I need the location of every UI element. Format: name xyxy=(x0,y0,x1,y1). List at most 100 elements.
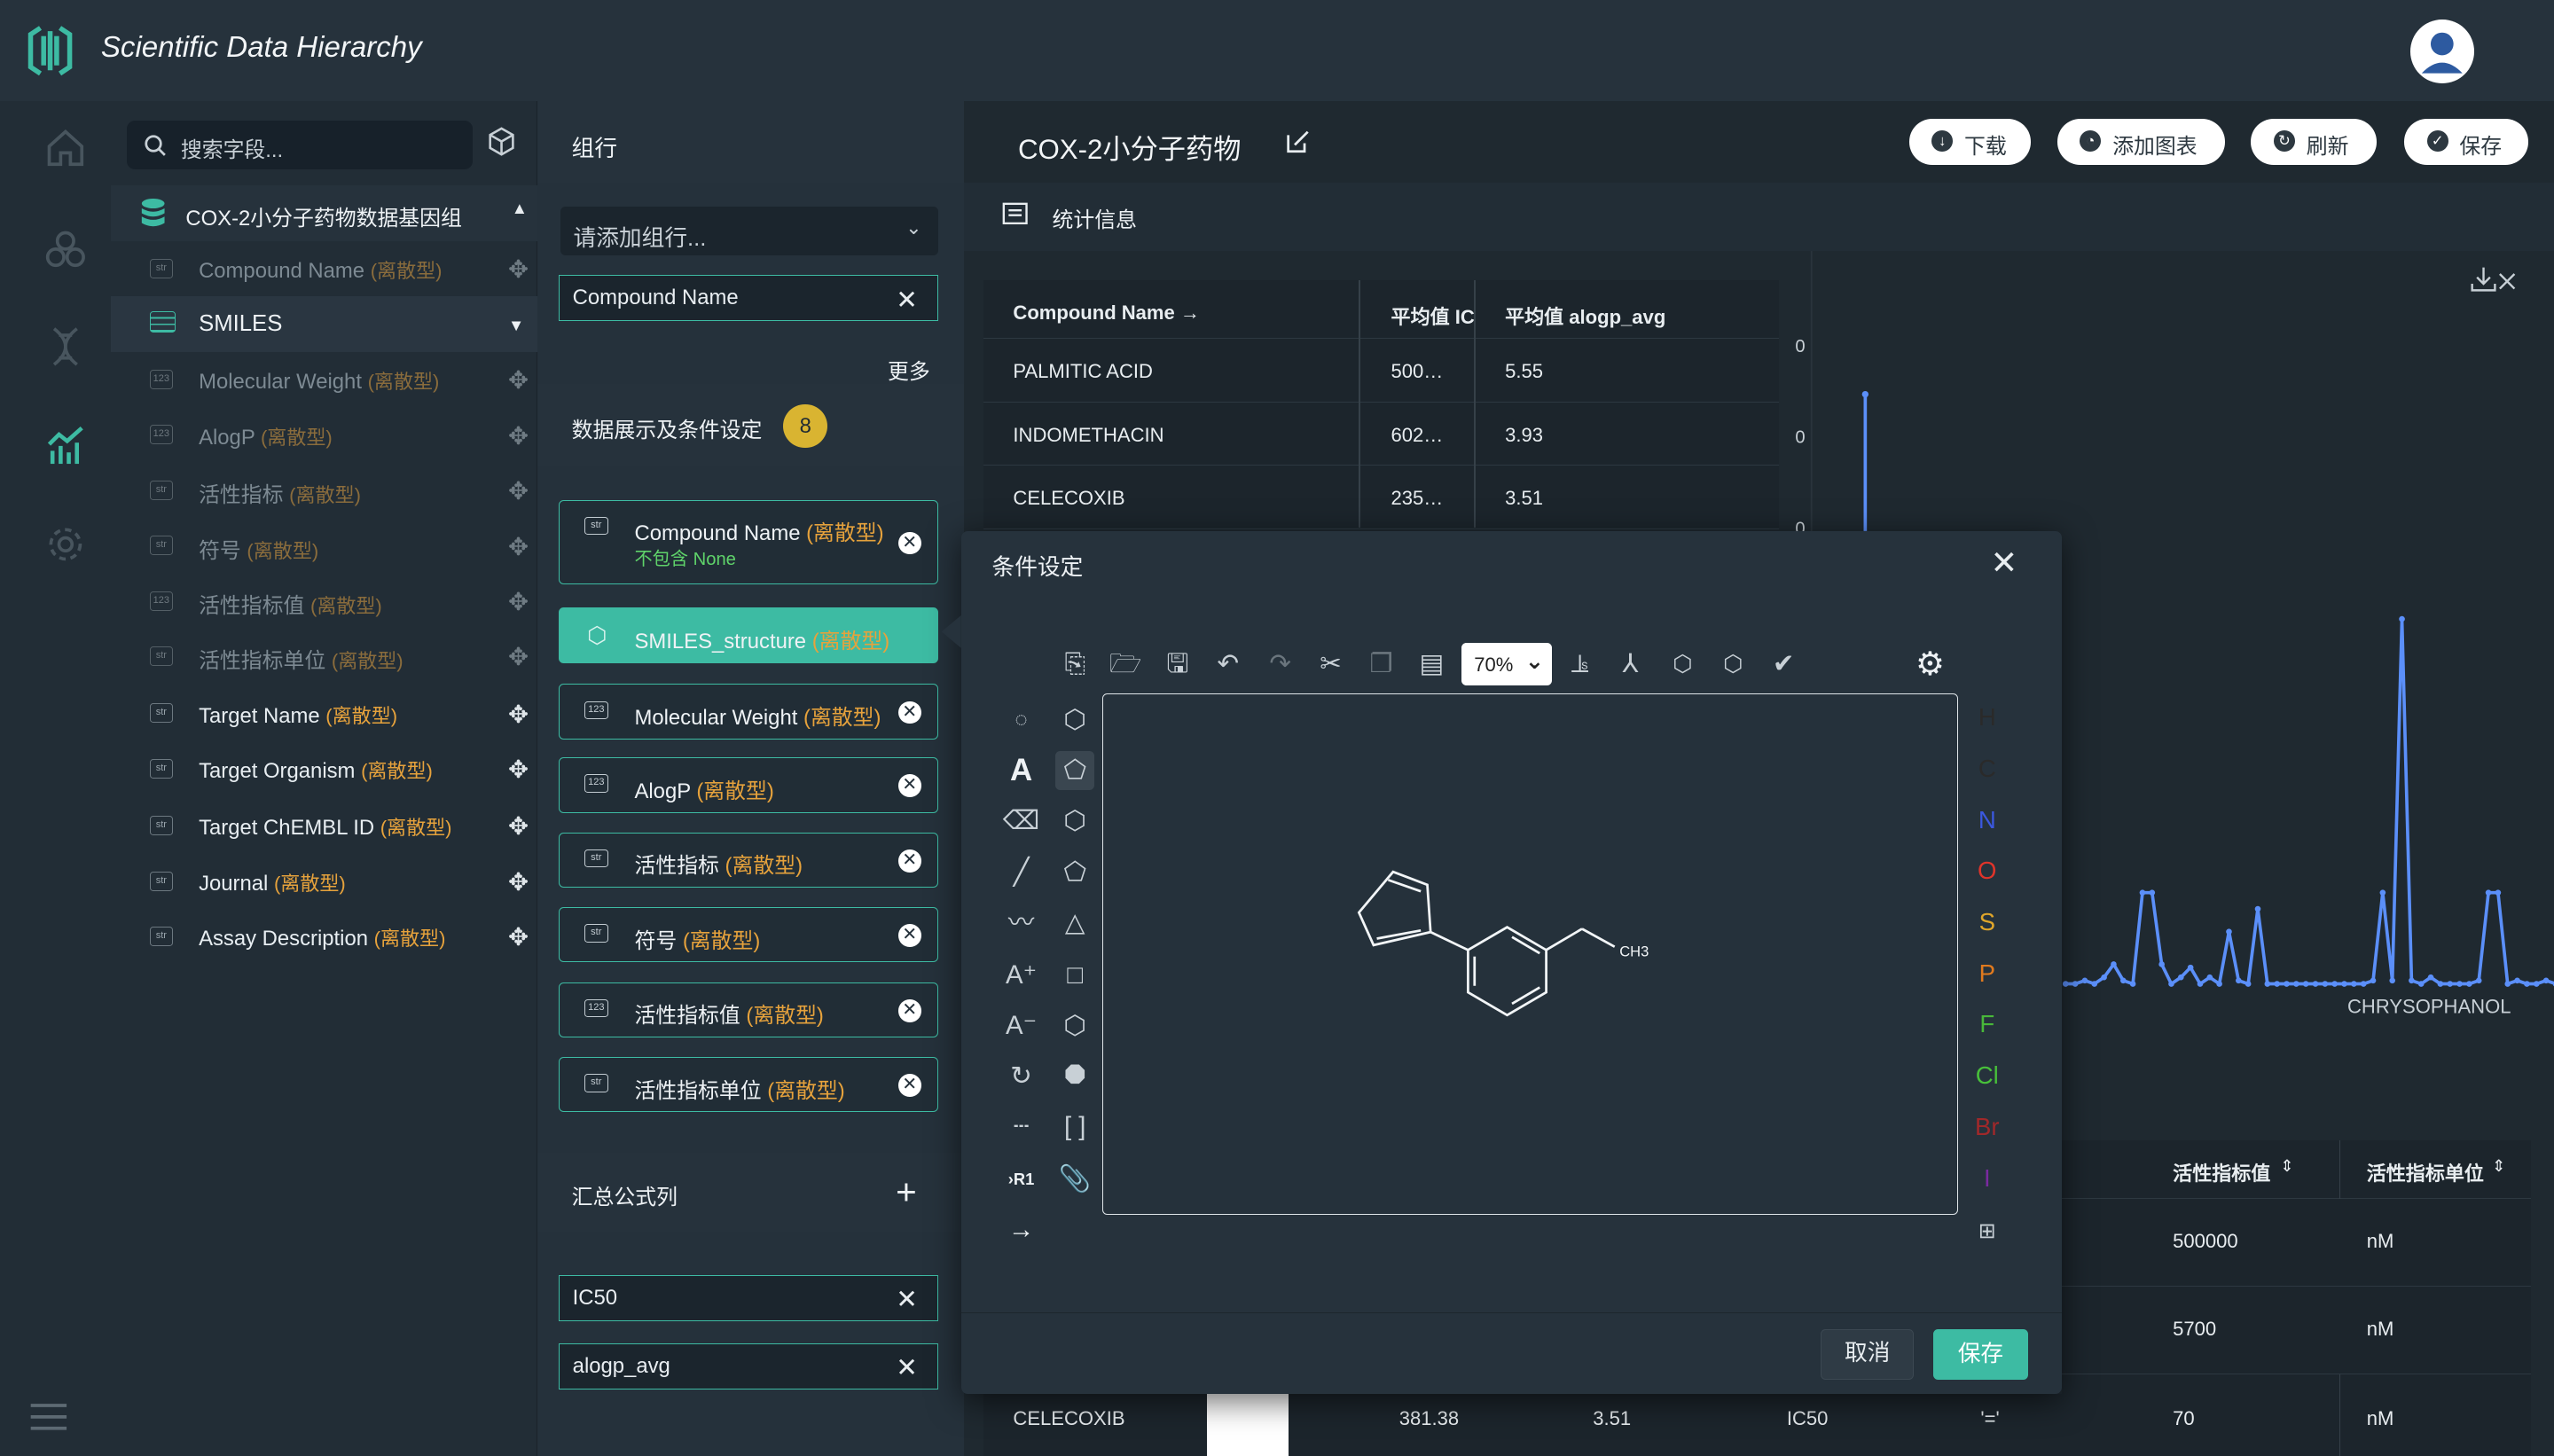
condition-item[interactable]: str 活性指标 (离散型) ✕ xyxy=(558,832,938,888)
chain-icon[interactable]: 〰 xyxy=(1007,908,1035,938)
move-icon[interactable]: ✥ xyxy=(508,923,529,951)
analytics-icon[interactable] xyxy=(44,425,87,467)
formula-item[interactable]: IC50 ✕ xyxy=(558,1275,938,1321)
field-search[interactable]: 搜索字段... xyxy=(127,120,473,169)
redo-icon[interactable]: ↷ xyxy=(1269,649,1291,679)
settings-icon[interactable]: ⚙ xyxy=(1916,646,1945,683)
caret-down-icon[interactable]: ▼ xyxy=(508,316,525,335)
zoom-select[interactable]: 70% ⌄ xyxy=(1461,643,1553,686)
remove-condition-icon[interactable]: ✕ xyxy=(897,701,921,724)
element-c-button[interactable]: C xyxy=(1978,755,1996,783)
field-item[interactable]: str Compound Name (离散型) ✥ xyxy=(111,241,537,296)
summary-col-ic50[interactable]: 平均值 IC5 xyxy=(1391,305,1477,328)
condition-item[interactable]: ⬡ SMILES_structure (离散型) xyxy=(558,607,938,663)
export-close-icon[interactable] xyxy=(2469,264,2518,294)
move-icon[interactable]: ✥ xyxy=(508,755,529,784)
user-avatar[interactable] xyxy=(2410,20,2474,83)
move-icon[interactable]: ✥ xyxy=(508,421,529,450)
condition-item[interactable]: 123 AlogP (离散型) ✕ xyxy=(558,757,938,813)
cyclobutane-icon[interactable]: □ xyxy=(1067,960,1084,990)
col-activity-unit[interactable]: 活性指标单位 xyxy=(2366,1162,2484,1185)
remove-condition-icon[interactable]: ✕ xyxy=(897,774,921,798)
element-s-button[interactable]: S xyxy=(1978,908,1995,936)
aromatize-icon[interactable]: ⬡ xyxy=(1673,652,1693,677)
chart-tool-icon[interactable]: ⫡ xyxy=(1571,649,1589,679)
text-tool-icon[interactable]: A xyxy=(1010,752,1033,787)
cyclooctane-icon[interactable]: ⯃ xyxy=(1064,1061,1085,1092)
field-item[interactable]: SMILES ▼ xyxy=(110,296,538,352)
sort-icon[interactable]: ⇕ xyxy=(2492,1156,2506,1176)
remove-condition-icon[interactable]: ✕ xyxy=(897,998,921,1022)
remove-group-button[interactable]: ✕ xyxy=(896,285,918,315)
reaction-arrow-icon[interactable]: → xyxy=(1007,1214,1035,1244)
benzene-icon[interactable]: ⬡ xyxy=(1063,704,1087,734)
field-item[interactable]: 123 Molecular Weight (离散型) ✥ xyxy=(111,352,537,407)
condition-item[interactable]: str Compound Name (离散型) 不包含 None ✕ xyxy=(558,499,938,585)
cyclopentadiene-icon[interactable]: ⬠ xyxy=(1055,750,1095,790)
edit-icon[interactable] xyxy=(1285,129,1311,154)
save-file-icon[interactable]: 🖫 xyxy=(1166,649,1189,679)
condition-item[interactable]: str 符号 (离散型) ✕ xyxy=(558,907,938,963)
element-i-button[interactable]: I xyxy=(1983,1163,1991,1192)
remove-condition-icon[interactable]: ✕ xyxy=(897,924,921,948)
cycloheptane-icon[interactable]: ⬡ xyxy=(1063,1011,1087,1041)
element-br-button[interactable]: Br xyxy=(1974,1112,2000,1140)
field-item[interactable]: str Journal (离散型) ✥ xyxy=(111,853,537,908)
condition-item[interactable]: 123 Molecular Weight (离散型) ✕ xyxy=(558,684,938,740)
bracket-icon[interactable]: [ ] xyxy=(1063,1111,1086,1141)
paste-icon[interactable]: ▤ xyxy=(1419,649,1445,679)
cyclopentane-icon[interactable]: ⬠ xyxy=(1063,857,1086,888)
move-icon[interactable]: ✥ xyxy=(508,477,529,505)
remove-formula-button[interactable]: ✕ xyxy=(896,1353,918,1383)
dataset-header[interactable]: COX-2小分子药物数据基因组 ▲ xyxy=(110,185,538,241)
cube-icon[interactable] xyxy=(487,127,516,156)
move-icon[interactable]: ✥ xyxy=(508,812,529,841)
remove-condition-icon[interactable]: ✕ xyxy=(897,849,921,873)
cut-icon[interactable]: ✂ xyxy=(1320,649,1342,679)
cancel-button[interactable]: 取消 xyxy=(1821,1328,1915,1380)
save-top-button[interactable]: ✓ 保存 xyxy=(2403,119,2528,165)
move-icon[interactable]: ✥ xyxy=(508,532,529,560)
element-p-button[interactable]: P xyxy=(1978,959,1995,987)
condition-item[interactable]: 123 活性指标值 (离散型) ✕ xyxy=(558,982,938,1037)
summary-row[interactable]: INDOMETHACIN 602… 3.93 xyxy=(983,403,1779,466)
element-n-button[interactable]: N xyxy=(1978,805,1996,834)
group-selected-item[interactable]: Compound Name ✕ xyxy=(558,275,938,321)
structure-tool-icon[interactable]: ⅄ xyxy=(1622,649,1639,679)
element-f-button[interactable]: F xyxy=(1979,1010,1995,1038)
element-o-button[interactable]: O xyxy=(1978,857,1997,885)
field-item[interactable]: str Target Organism (离散型) ✥ xyxy=(111,741,537,796)
more-link[interactable]: 更多 xyxy=(888,359,930,384)
condition-item[interactable]: str 活性指标单位 (离散型) ✕ xyxy=(558,1057,938,1113)
move-icon[interactable]: ✥ xyxy=(508,700,529,728)
move-icon[interactable]: ✥ xyxy=(508,255,529,284)
copy-icon[interactable]: ❐ xyxy=(1369,649,1393,679)
remove-formula-button[interactable]: ✕ xyxy=(896,1285,918,1315)
collapse-icon[interactable]: ▲ xyxy=(511,199,528,218)
add-formula-button[interactable]: + xyxy=(896,1170,917,1212)
add-chart-button[interactable]: ◔ 添加图表 xyxy=(2057,119,2225,165)
summary-col-compound[interactable]: Compound Name → xyxy=(1013,301,1200,324)
charge-plus-icon[interactable]: A⁺ xyxy=(1006,960,1038,990)
rgroup-icon[interactable]: ›R1 xyxy=(1007,1169,1035,1188)
periodic-table-icon[interactable]: ⊞ xyxy=(1978,1218,1996,1243)
dna-icon[interactable] xyxy=(44,325,87,368)
new-document-icon[interactable]: ⎘ xyxy=(1064,649,1085,679)
group-select[interactable]: 请添加组行... ⌄ xyxy=(560,207,938,256)
dearomatize-icon[interactable]: ⬡ xyxy=(1723,652,1743,677)
rotate-icon[interactable]: ↻ xyxy=(1010,1061,1032,1092)
structure-canvas[interactable]: CH3 xyxy=(1102,693,1958,1216)
formula-item[interactable]: alogp_avg ✕ xyxy=(558,1343,938,1389)
field-item[interactable]: str Target ChEMBL ID (离散型) ✥ xyxy=(111,798,537,853)
single-bond-icon[interactable]: ╱ xyxy=(1013,857,1030,888)
field-item[interactable]: 123 活性指标值 (离散型) ✥ xyxy=(111,574,537,629)
settings-icon[interactable] xyxy=(44,523,87,566)
close-icon[interactable]: ✕ xyxy=(1990,544,2018,582)
open-folder-icon[interactable]: 🗁 xyxy=(1109,649,1142,679)
undo-icon[interactable]: ↶ xyxy=(1217,649,1240,679)
cyclopropane-icon[interactable]: △ xyxy=(1064,908,1085,938)
field-item[interactable]: 123 AlogP (离散型) ✥ xyxy=(111,407,537,462)
remove-condition-icon[interactable]: ✕ xyxy=(897,1074,921,1098)
summary-row[interactable]: PALMITIC ACID 500… 5.55 xyxy=(983,339,1779,403)
cyclohexane-icon[interactable]: ⬡ xyxy=(1063,805,1087,835)
